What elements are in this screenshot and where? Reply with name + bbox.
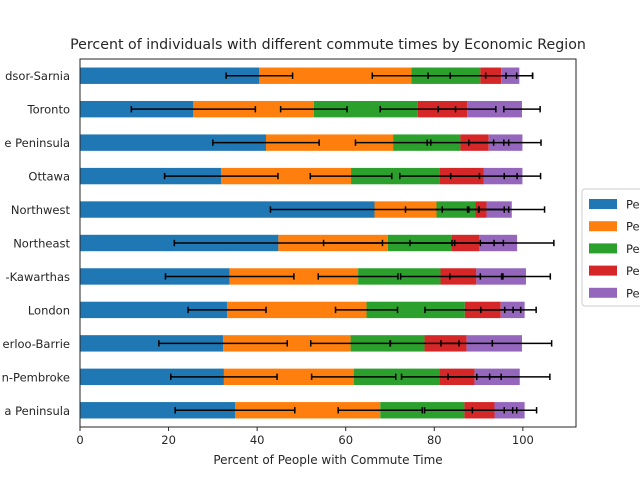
legend-label[interactable]: Pe [626,286,640,300]
bar-segment [80,167,222,185]
bar-segment [80,335,224,352]
plot-area: 0 20 40 60 80 100 a Peninsula n-Pembroke erloo-B… [2,58,577,447]
y-tick-label: Ottawa [28,170,70,184]
bar-segment [80,402,235,419]
y-tick-label: London [28,303,70,317]
chart-title: Percent of individuals with different co… [70,37,586,53]
y-tick-label: dsor-Sarnia [5,69,70,83]
error-bars-group [130,72,555,414]
y-tick-label: a Peninsula [4,404,70,418]
x-tick-label: 80 [427,433,442,447]
bar-segment [259,67,412,84]
bar-segment [223,368,354,386]
bar-segment [80,301,228,319]
legend-swatch [589,265,617,276]
bar-segment [227,301,367,319]
x-axis-label: Percent of People with Commute Time [213,453,442,467]
bars-group [80,67,526,419]
x-tick-label: 100 [512,433,534,447]
x-tick-label: 20 [161,433,176,447]
x-tick-label: 60 [338,433,353,447]
y-tick-label: Toronto [27,103,70,117]
y-tick-label: n-Pembroke [2,370,70,384]
legend-label[interactable]: Pe [626,220,640,234]
bar-segment [80,268,230,285]
legend-swatch [589,287,617,298]
bar-segment [358,268,441,285]
y-tick-label: -Kawarthas [5,270,70,284]
bar-segment [80,201,375,218]
plot-frame [79,58,577,428]
y-tick-label: Northeast [13,237,70,251]
legend-label[interactable]: Pe [626,264,640,278]
legend-label[interactable]: Pe [626,242,640,256]
legend[interactable]: Pe Pe Pe Pe Pe [581,188,640,307]
legend-swatch [589,221,617,232]
bar-segment [313,100,418,118]
legend-swatch [589,199,617,209]
bar-segment [221,167,352,185]
bar-segment [266,134,394,151]
y-tick-label: e Peninsula [4,136,70,150]
y-tick-label: Northwest [11,203,71,217]
legend-label[interactable]: Pe [626,198,640,212]
x-tick-label: 0 [76,433,83,447]
bar-segment [80,67,260,84]
x-tick-label: 40 [250,433,265,447]
bar-segment [351,167,440,185]
y-tick-label: erloo-Barrie [3,337,70,351]
bar-segment [80,368,224,386]
bar-segment [366,301,465,319]
bar-segment [80,134,266,151]
bar-segment [235,402,381,419]
legend-swatch [589,243,617,254]
